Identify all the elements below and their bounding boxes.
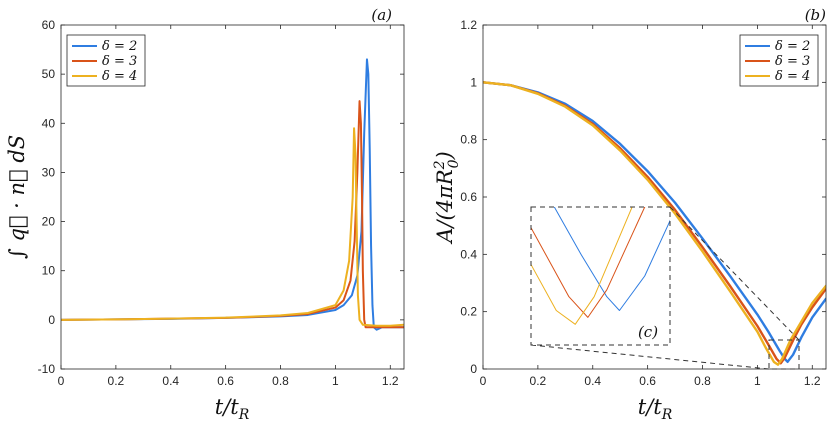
panel-b-xtick-label: 0 xyxy=(480,374,487,388)
panel-a-frame xyxy=(60,24,405,370)
panel-b-xtick-label: 1.2 xyxy=(804,374,821,388)
panel-b-ylabel: A/(4πR20) xyxy=(432,151,462,244)
panel-b-legend-entry-2: δ = 3 xyxy=(775,54,810,69)
panel-a-xtick-label: 1 xyxy=(332,374,339,388)
panel-a-ytick-label: -10 xyxy=(38,362,56,376)
panel-b-xlabel: t/tR xyxy=(638,395,673,423)
panel-b-legend-entry-3: δ = 4 xyxy=(775,69,810,84)
inset-background xyxy=(531,207,670,345)
panel-b-legend: δ = 2δ = 3δ = 4 xyxy=(739,34,819,87)
panel-b-ytick-label: 0 xyxy=(470,362,477,376)
zoom-connector-top xyxy=(669,206,800,341)
panel-a-xtick-label: 1.2 xyxy=(382,374,399,388)
inset-frame xyxy=(530,206,671,346)
panel-b-xtick-label: 1 xyxy=(754,374,761,388)
panel-a-xtick-label: 0.4 xyxy=(162,374,179,388)
panel-a-ytick-label: 0 xyxy=(48,313,55,327)
panel-b-frame xyxy=(482,24,827,370)
panel-b-legend-entry-1: δ = 2 xyxy=(775,39,810,54)
panel-b-ytick-label: 0.4 xyxy=(460,247,477,261)
inset-series xyxy=(531,207,670,325)
panel-a-xtick-label: 0.6 xyxy=(217,374,234,388)
panel-a-ytick-label: 40 xyxy=(42,116,56,130)
panel-a-ytick-label: 20 xyxy=(42,215,56,229)
panel-b-series-line-1 xyxy=(483,81,826,364)
panel-a-ytick-label: 50 xyxy=(42,67,56,81)
panel-a-xlabel: t/tR xyxy=(215,395,250,423)
panel-b-ytick-label: 1 xyxy=(470,75,477,89)
panel-b-ytick-label: 0.6 xyxy=(460,190,477,204)
panel-a-ytick-label: 10 xyxy=(42,264,56,278)
panel-a-series-line-3 xyxy=(61,127,404,327)
inset-label: (c) xyxy=(638,323,658,341)
zoom-connector-bottom xyxy=(530,344,770,370)
panel-a-ylabel: ∫ q⃗ · n⃗ dS xyxy=(5,135,29,259)
panel-b-ytick-label: 1.2 xyxy=(460,18,477,32)
panel-b-xtick-label: 0.8 xyxy=(694,374,711,388)
panel-b-ytick-label: 0.2 xyxy=(460,305,477,319)
panel-a-legend-entry-2: δ = 3 xyxy=(102,54,137,69)
panel-a-legend-entry-1: δ = 2 xyxy=(102,39,137,54)
panel-a-xtick-label: 0.8 xyxy=(272,374,289,388)
panel-b-xtick-label: 0.2 xyxy=(530,374,547,388)
inset-series-line-1 xyxy=(553,207,670,311)
zoom-region-box xyxy=(768,339,800,370)
panel-b-xtick-label: 0.4 xyxy=(584,374,601,388)
panel-a-ytick-label: 30 xyxy=(42,165,56,179)
panel-a-xtick-label: 0 xyxy=(58,374,65,388)
panel-b-label: (b) xyxy=(805,6,826,24)
panel-a-legend-entry-3: δ = 4 xyxy=(102,69,137,84)
panel-b-ticks: 0 0.2 0.4 0.6 0.8 1 1.2 0 0.2 0.4 0.6 0.8 1 1.2 xyxy=(460,18,826,388)
panel-a-label: (a) xyxy=(371,6,392,24)
panel-b-xtick-label: 0.6 xyxy=(639,374,656,388)
panel-b-ytick-label: 0.8 xyxy=(460,133,477,147)
panel-a-xtick-label: 0.2 xyxy=(108,374,125,388)
panel-a-ytick-label: 60 xyxy=(42,18,56,32)
panel-a-series xyxy=(61,58,404,331)
panel-a-legend: δ = 2δ = 3δ = 4 xyxy=(66,34,146,87)
